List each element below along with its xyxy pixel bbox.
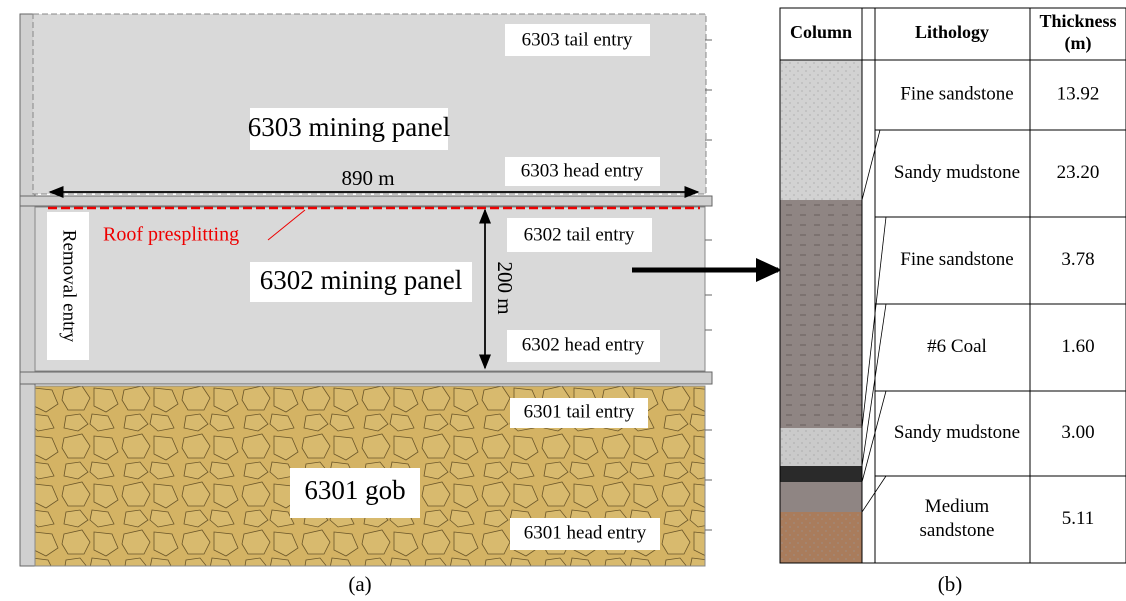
entry-label: 6303 tail entry [522, 29, 633, 50]
lithology: Sandy mudstone [894, 162, 1020, 183]
dimension-label: 200 m [493, 261, 517, 314]
thickness: 5.11 [1062, 508, 1095, 529]
thickness: 13.92 [1057, 83, 1100, 104]
thickness: 1.60 [1061, 336, 1094, 357]
header: (m) [1065, 33, 1092, 54]
stratum-texture [780, 428, 862, 466]
entry-label: 6301 tail entry [524, 401, 635, 422]
panel-label: 6303 mining panel [248, 112, 450, 142]
lithology: Sandy mudstone [894, 422, 1020, 443]
lithology: sandstone [920, 520, 995, 541]
header: Thickness [1039, 11, 1116, 31]
lithology: Fine sandstone [900, 249, 1013, 270]
arrow-head [756, 258, 782, 282]
stratum [780, 466, 862, 482]
gob-label: 6301 gob [304, 475, 405, 505]
entry-label: 6301 head entry [524, 522, 647, 543]
thickness: 3.00 [1061, 422, 1094, 443]
stratum-texture [780, 60, 862, 200]
figure: 6303 tail entry 6303 mining panel 6303 h… [0, 0, 1126, 601]
panel-a: 6303 tail entry 6303 mining panel 6303 h… [20, 14, 712, 596]
entry-label: 6302 tail entry [524, 224, 635, 245]
connectors [862, 130, 886, 512]
header: Column [790, 22, 852, 42]
panel-label: 6302 mining panel [260, 265, 462, 295]
thickness: 3.78 [1061, 249, 1094, 270]
removal-label: Removal entry [59, 230, 80, 343]
cross-cuts [705, 40, 712, 530]
stratum [780, 482, 862, 512]
stratigraphic-table: Column Lithology Thickness (m) (b) Fine … [780, 8, 1126, 596]
header: Lithology [915, 22, 989, 42]
caption: (a) [348, 572, 371, 596]
thickness: 23.20 [1057, 162, 1100, 183]
entry-label: 6302 head entry [522, 334, 645, 355]
road [20, 196, 712, 206]
lithology: Medium [925, 496, 990, 517]
lithology: Fine sandstone [900, 83, 1013, 104]
lithology: #6 Coal [927, 336, 987, 357]
entry-label: 6303 head entry [521, 160, 644, 181]
caption: (b) [938, 572, 963, 596]
road [20, 372, 712, 384]
stratum-texture [780, 200, 862, 428]
presplit-label: Roof presplitting [103, 224, 239, 246]
stratum-texture [780, 512, 862, 563]
dimension-label: 890 m [341, 166, 394, 190]
